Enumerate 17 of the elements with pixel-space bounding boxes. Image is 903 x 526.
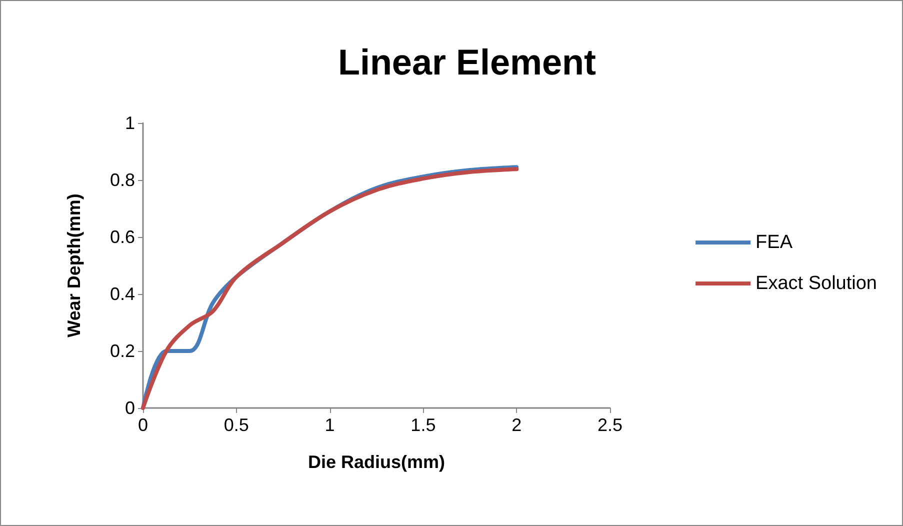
y-tick-label: 1 [124,113,135,133]
x-tick-label: 0.5 [224,415,249,435]
y-tick-label: 0 [124,398,135,418]
x-tick-label: 2.5 [597,415,623,435]
x-axis-title: Die Radius(mm) [308,452,446,472]
y-axis-title: Wear Depth(mm) [64,194,84,338]
legend-label: FEA [756,232,793,253]
y-tick-label: 0.6 [110,227,135,247]
x-tick-label: 1 [324,415,335,435]
legend-label: Exact Solution [756,273,878,294]
y-tick-label: 0.2 [110,341,135,361]
x-tick-label: 1.5 [410,415,436,435]
x-tick-label: 0 [138,415,148,435]
y-tick-label: 0.4 [110,284,135,304]
chart-title: Linear Element [338,42,596,82]
x-tick-label: 2 [512,415,522,435]
y-tick-label: 0.8 [110,170,135,190]
